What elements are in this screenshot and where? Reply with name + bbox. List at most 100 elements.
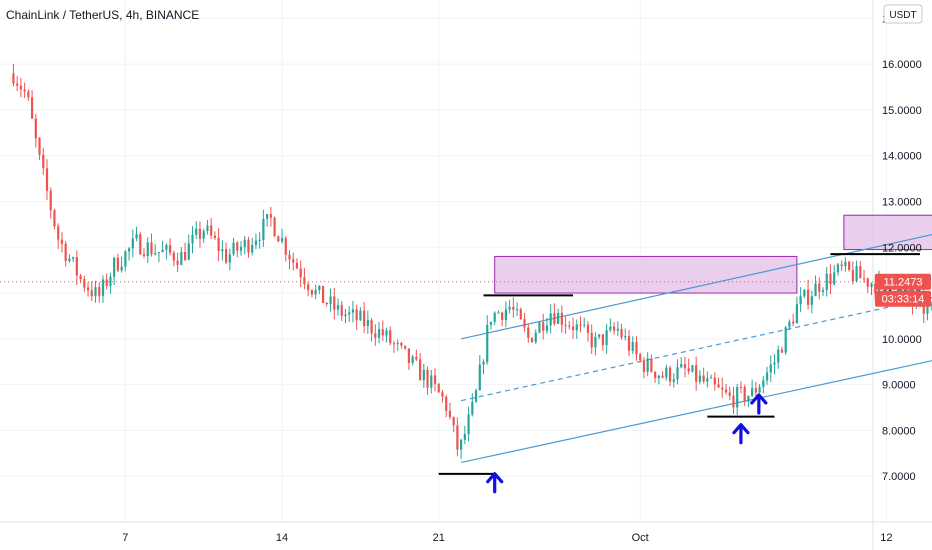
time-tick-label: 14 — [276, 532, 288, 544]
candle-body — [72, 257, 75, 259]
candle-body — [639, 354, 642, 361]
candle-body — [676, 367, 679, 380]
currency-unit-box[interactable] — [883, 4, 923, 24]
candle-body — [415, 356, 418, 360]
candle-body — [512, 306, 515, 310]
candle-body — [583, 324, 586, 326]
candle-body — [169, 245, 172, 253]
candle-body — [534, 332, 537, 343]
candle-body — [646, 358, 649, 372]
arrow-head — [732, 423, 750, 435]
candle-body — [366, 320, 369, 327]
last-price-label: 11.2473 — [884, 277, 923, 289]
candle-body — [232, 242, 235, 255]
candle-body — [497, 312, 500, 314]
candle-body — [840, 264, 843, 267]
candle-body — [792, 321, 795, 324]
candle-body — [307, 284, 310, 291]
candle-body — [818, 283, 821, 292]
candle-body — [851, 269, 854, 282]
candle-body — [437, 383, 440, 393]
candle-body — [254, 240, 258, 245]
candle-body — [486, 324, 489, 362]
candle-body — [172, 252, 175, 261]
candle-body — [314, 290, 317, 295]
candle-body — [657, 375, 660, 379]
candle-body — [661, 375, 664, 378]
candle-body — [195, 228, 198, 235]
candle-body — [396, 342, 399, 344]
candle-body — [538, 322, 541, 333]
candle-body — [564, 324, 567, 326]
candle-body — [262, 218, 265, 240]
candle-body — [400, 342, 403, 346]
candle-body — [90, 290, 93, 297]
candle-body — [23, 89, 26, 92]
candle-body — [42, 154, 45, 169]
candle-body — [612, 326, 616, 331]
candle-body — [217, 238, 220, 252]
price-tick-label: 7.0000 — [882, 471, 916, 483]
candle-body — [687, 368, 690, 372]
support-trend-line — [460, 360, 932, 464]
candle-body — [109, 276, 112, 286]
candle-body — [515, 309, 519, 311]
candle-body — [769, 364, 772, 373]
candle-body — [183, 252, 187, 260]
candle-body — [239, 246, 243, 251]
time-tick-label: 21 — [433, 532, 445, 544]
candle-body — [251, 244, 254, 253]
candle-body — [303, 277, 306, 285]
candle-body — [101, 279, 105, 296]
arrow-head — [486, 472, 504, 484]
candle-body — [456, 425, 459, 450]
candle-body — [467, 414, 470, 435]
candle-body — [124, 251, 127, 267]
candle-body — [94, 287, 97, 297]
candle-body — [478, 364, 481, 391]
price-axis[interactable]: 7.00008.00009.000010.000011.000012.00001… — [882, 13, 922, 483]
up-arrow-icon — [750, 393, 768, 415]
candle-body — [299, 268, 302, 278]
candle-body — [165, 245, 168, 250]
candle-body — [683, 364, 687, 369]
candle-body — [98, 287, 101, 296]
candle-body — [441, 392, 444, 397]
candle-body — [284, 238, 287, 255]
candle-body — [698, 375, 701, 382]
candle-body — [859, 266, 862, 279]
candle-body — [504, 309, 507, 320]
candle-body — [288, 254, 291, 260]
candle-body — [359, 310, 362, 321]
candle-body — [482, 361, 485, 365]
candle-body — [650, 358, 653, 372]
candle-body — [460, 439, 463, 450]
candle-body — [377, 329, 381, 338]
candle-body — [527, 327, 530, 338]
time-axis[interactable]: 71421Oct121926Nov9 — [122, 532, 932, 544]
candle-body — [736, 387, 739, 408]
candle-body — [680, 364, 683, 368]
candle-body — [654, 371, 657, 379]
candle-body — [605, 330, 608, 346]
candle-body — [717, 384, 720, 388]
candle-body — [668, 367, 672, 382]
candle-body — [721, 387, 724, 390]
candle-body — [926, 305, 929, 314]
candle-body — [519, 309, 522, 320]
candle-body — [53, 210, 56, 227]
time-tick-label: 12 — [880, 532, 892, 544]
candle-body — [489, 321, 493, 325]
price-tick-label: 13.0000 — [882, 196, 922, 208]
candle-body — [258, 239, 261, 241]
candle-body — [433, 375, 437, 384]
candle-body — [120, 266, 123, 271]
candle-body — [784, 327, 787, 353]
price-tick-label: 16.0000 — [882, 59, 922, 71]
candle-body — [404, 345, 407, 349]
candle-body — [930, 303, 932, 306]
arrow-head — [750, 393, 768, 405]
candle-body — [79, 275, 82, 280]
candle-body — [448, 410, 452, 418]
